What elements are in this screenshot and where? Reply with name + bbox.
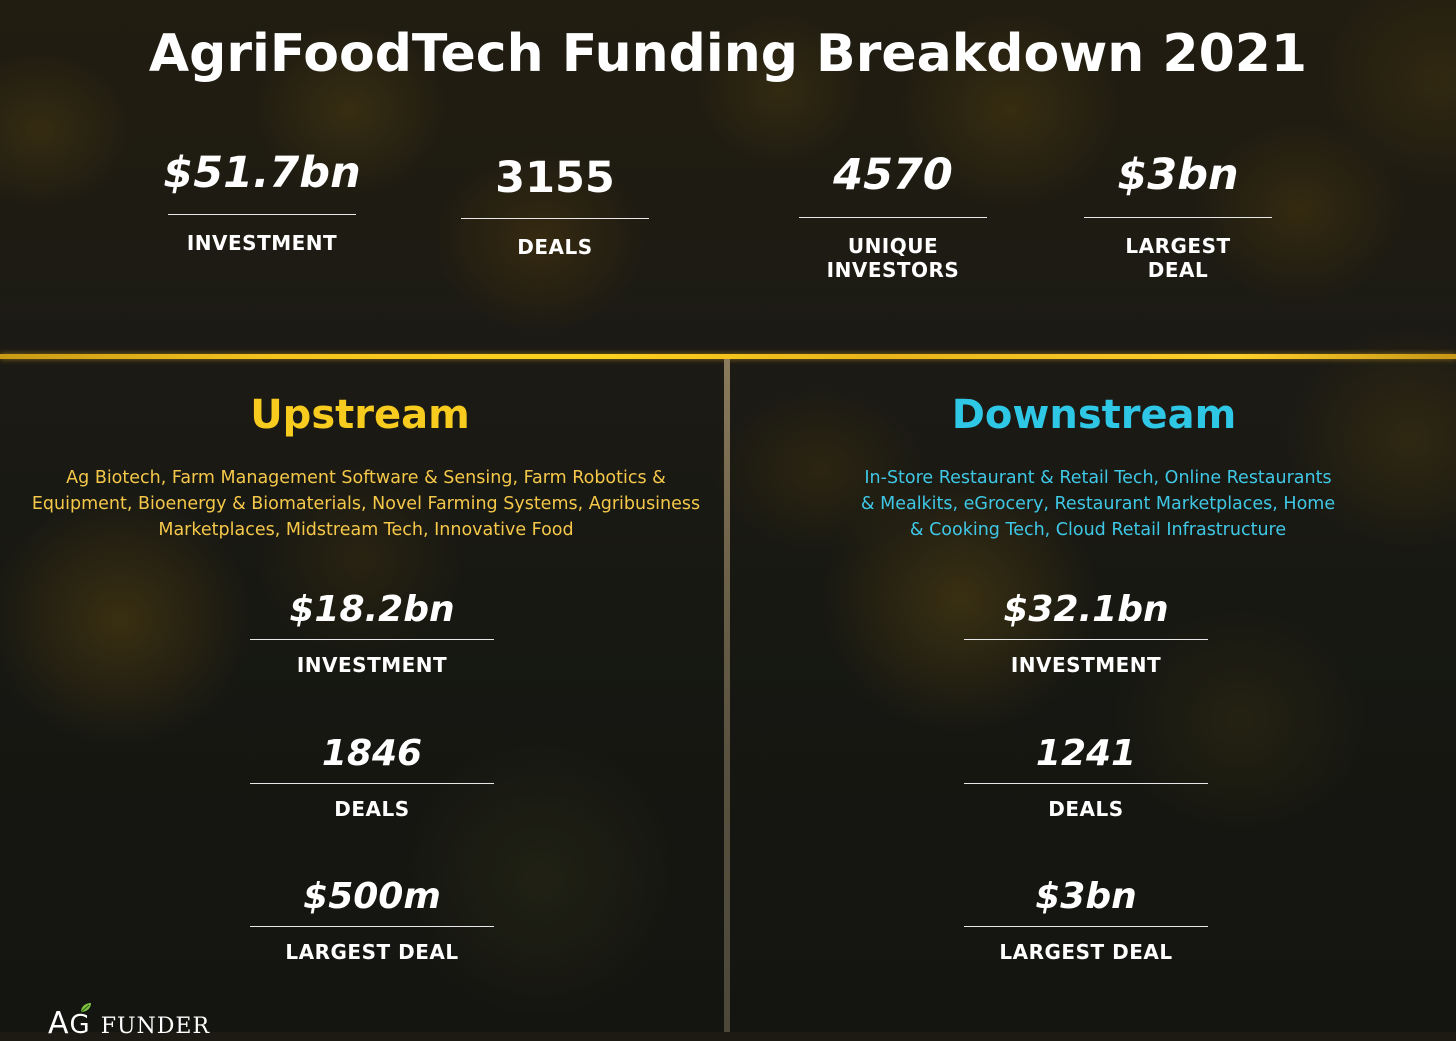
stat-value: $51.7bn (163, 148, 361, 198)
stat-value: $18.2bn (289, 589, 455, 630)
stat-label: DEALS (1048, 797, 1124, 821)
downstream-description: In-Store Restaurant & Retail Tech, Onlin… (860, 468, 1336, 540)
stat-label: UNIQUE INVESTORS (826, 234, 960, 282)
stat-value: 1241 (1035, 733, 1137, 774)
stat-divider (964, 926, 1208, 927)
upstream-stat-deals: 1846 DEALS (250, 736, 494, 821)
stat-value: $500m (303, 876, 441, 917)
stat-divider (1084, 217, 1272, 218)
upstream-description: Ag Biotech, Farm Management Software & S… (31, 468, 701, 540)
leaf-icon (80, 1003, 101, 1016)
page-title: AgriFoodTech Funding Breakdown 2021 (148, 24, 1308, 84)
summary-stat-unique-investors: 4570 UNIQUE INVESTORS (793, 154, 993, 282)
stat-value: 3155 (495, 153, 615, 203)
downstream-stat-largest-deal: $3bn LARGEST DEAL (964, 879, 1208, 964)
logo-letter-a: A (48, 1006, 70, 1041)
downstream-stat-deals: 1241 DEALS (964, 736, 1208, 821)
stat-value: $3bn (1035, 876, 1137, 917)
stat-value: 1846 (321, 733, 423, 774)
upstream-stat-largest-deal: $500m LARGEST DEAL (250, 879, 494, 964)
summary-stat-deals: 3155 DEALS (455, 157, 655, 259)
agfunder-logo: AG FUNDER (48, 1003, 211, 1041)
upstream-heading: Upstream (250, 392, 470, 438)
downstream-stat-investment: $32.1bn INVESTMENT (964, 592, 1208, 677)
summary-stat-largest-deal: $3bn LARGEST DEAL (1078, 154, 1278, 282)
stat-divider (250, 639, 494, 640)
upstream-stat-investment: $18.2bn INVESTMENT (250, 592, 494, 677)
logo-wordmark: FUNDER (100, 1014, 211, 1039)
stat-value: $32.1bn (1003, 589, 1169, 630)
stat-divider (250, 926, 494, 927)
stat-label: INVESTMENT (296, 653, 448, 677)
stat-divider (168, 214, 356, 215)
vertical-divider (724, 359, 730, 1032)
stat-value: 4570 (833, 150, 953, 200)
stat-label: INVESTMENT (186, 231, 338, 255)
stat-label: DEALS (334, 797, 410, 821)
stat-divider (250, 783, 494, 784)
downstream-heading: Downstream (951, 392, 1237, 438)
stat-label: INVESTMENT (1010, 653, 1162, 677)
stat-label: DEALS (517, 235, 593, 259)
stat-label: LARGEST DEAL (285, 940, 459, 964)
horizontal-divider (0, 354, 1456, 359)
stat-label: LARGEST DEAL (1125, 234, 1231, 282)
summary-stat-investment: $51.7bn INVESTMENT (162, 148, 362, 256)
stat-divider (461, 218, 649, 219)
logo-letter-g: G (69, 1010, 91, 1040)
stat-divider (964, 783, 1208, 784)
stat-divider (799, 217, 987, 218)
stat-divider (964, 639, 1208, 640)
stat-value: $3bn (1117, 150, 1239, 200)
stat-label: LARGEST DEAL (999, 940, 1173, 964)
